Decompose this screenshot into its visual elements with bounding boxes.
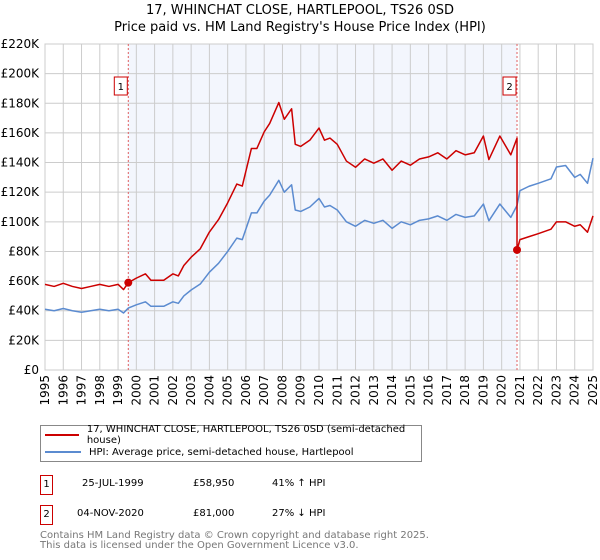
y-tick-label: £60K bbox=[8, 274, 40, 288]
x-tick-label: 2005 bbox=[221, 375, 235, 406]
x-tick-label: 2015 bbox=[403, 375, 417, 406]
footer-line: Contains HM Land Registry data © Crown c… bbox=[40, 530, 429, 541]
plot-border bbox=[44, 43, 594, 371]
x-tick-label: 1996 bbox=[56, 375, 70, 406]
x-tick-label: 2004 bbox=[202, 375, 216, 406]
y-tick-label: £80K bbox=[8, 244, 40, 258]
y-tick-label: £40K bbox=[8, 304, 40, 318]
sale-row: 2 04-NOV-2020 £81,000 27% ↓ HPI bbox=[40, 505, 440, 525]
x-tick-label: 2000 bbox=[129, 375, 143, 406]
legend: 17, WHINCHAT CLOSE, HARTLEPOOL, TS26 0SD… bbox=[40, 424, 422, 462]
x-tick-label: 2017 bbox=[440, 375, 454, 406]
x-tick-label: 2020 bbox=[495, 375, 509, 406]
x-tick-label: 1995 bbox=[38, 375, 52, 406]
sale-label-box bbox=[113, 76, 128, 96]
chart-plot: £0 £20K £40K £60K £80K £100K £120K £140K £160K £1… bbox=[1, 37, 600, 406]
sale-badge: 2 bbox=[40, 505, 53, 525]
sale-badge: 1 bbox=[40, 475, 53, 495]
price-paid-line bbox=[44, 101, 594, 291]
sale-label: 2 bbox=[506, 82, 512, 93]
legend-item-hpi: HPI: Average price, semi-detached house,… bbox=[45, 444, 354, 460]
footer-line: This data is licensed under the Open Gov… bbox=[40, 540, 359, 551]
sale-hpi-diff: 41% ↑ HPI bbox=[272, 478, 326, 489]
x-tick-label: 2006 bbox=[239, 375, 253, 406]
y-tick-label: £120K bbox=[1, 185, 41, 199]
footer: Contains HM Land Registry data © Crown c… bbox=[40, 531, 429, 551]
legend-swatch-red bbox=[45, 434, 79, 436]
legend-swatch-blue bbox=[45, 451, 81, 453]
x-tick-label: 2018 bbox=[458, 375, 472, 406]
x-tick-label: 2001 bbox=[148, 375, 162, 406]
legend-label: HPI: Average price, semi-detached house,… bbox=[89, 446, 354, 458]
y-tick-label: £200K bbox=[1, 67, 41, 81]
hpi-line bbox=[44, 157, 594, 314]
x-tick-label: 2008 bbox=[275, 375, 289, 406]
sale-label-box bbox=[502, 76, 517, 96]
sale-row: 1 25-JUL-1999 £58,950 41% ↑ HPI bbox=[40, 475, 440, 495]
sale-date: 04-NOV-2020 bbox=[77, 508, 144, 519]
x-tick-label: 2025 bbox=[586, 375, 600, 406]
x-tick-label: 2012 bbox=[349, 375, 363, 406]
x-tick-label: 2003 bbox=[184, 375, 198, 406]
x-tick-label: 2022 bbox=[531, 375, 545, 406]
x-tick-label: 2007 bbox=[257, 375, 271, 406]
x-tick-label: 2021 bbox=[513, 375, 527, 406]
shaded-ownership-period bbox=[128, 44, 518, 370]
y-tick-label: £140K bbox=[1, 156, 41, 170]
sale-point bbox=[513, 245, 522, 254]
x-tick-label: 2002 bbox=[166, 375, 180, 406]
y-tick-label: £20K bbox=[8, 333, 40, 347]
chart-subtitle: Price paid vs. HM Land Registry's House … bbox=[114, 20, 486, 35]
sale-price: £58,950 bbox=[193, 478, 235, 489]
sale-date: 25-JUL-1999 bbox=[82, 478, 144, 489]
x-tick-label: 2019 bbox=[476, 375, 490, 406]
x-tick-label: 2013 bbox=[367, 375, 381, 406]
x-tick-label: 1999 bbox=[111, 375, 125, 406]
legend-item-property: 17, WHINCHAT CLOSE, HARTLEPOOL, TS26 0SD… bbox=[45, 424, 421, 446]
sale-price: £81,000 bbox=[193, 508, 235, 519]
x-tick-label: 2016 bbox=[422, 375, 436, 406]
x-tick-label: 2009 bbox=[294, 375, 308, 406]
x-tick-label: 2014 bbox=[385, 375, 399, 406]
x-tick-label: 2011 bbox=[330, 375, 344, 406]
x-tick-label: 1998 bbox=[93, 375, 107, 406]
sale-label: 1 bbox=[118, 82, 124, 93]
y-tick-label: £100K bbox=[1, 215, 41, 229]
y-tick-label: £180K bbox=[1, 96, 41, 110]
y-tick-label: £220K bbox=[1, 37, 41, 51]
x-tick-label: 2023 bbox=[549, 375, 563, 406]
legend-label: 17, WHINCHAT CLOSE, HARTLEPOOL, TS26 0SD… bbox=[86, 424, 406, 446]
y-tick-label: £160K bbox=[1, 126, 41, 140]
x-tick-label: 2024 bbox=[568, 375, 582, 406]
sale-point bbox=[124, 278, 133, 287]
x-tick-label: 2010 bbox=[312, 375, 326, 406]
chart-title: 17, WHINCHAT CLOSE, HARTLEPOOL, TS26 0SD bbox=[146, 3, 454, 18]
x-tick-label: 1997 bbox=[75, 375, 89, 406]
y-tick-label: £0 bbox=[24, 363, 39, 377]
sale-hpi-diff: 27% ↓ HPI bbox=[272, 508, 326, 519]
